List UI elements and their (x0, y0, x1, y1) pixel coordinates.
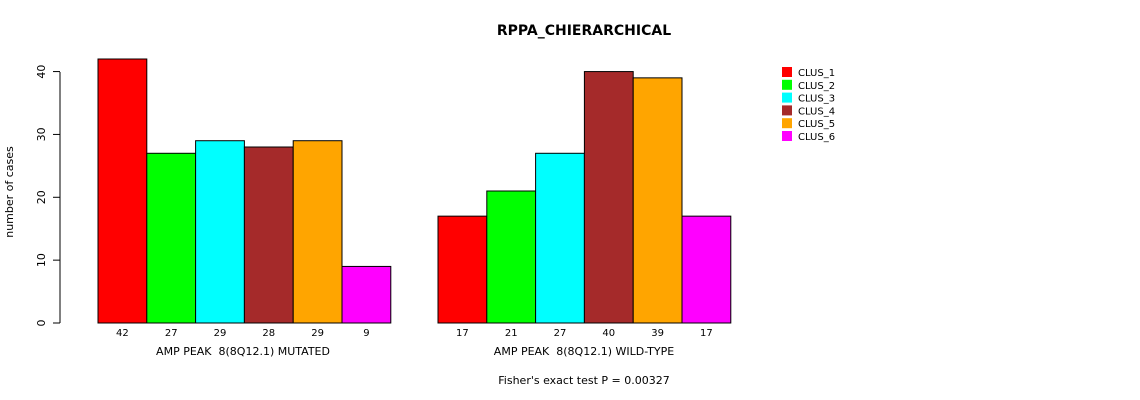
bar-value-label: 9 (363, 328, 369, 339)
y-axis-label: number of cases (3, 146, 16, 238)
y-tick-label-30: 30 (35, 127, 48, 141)
bar-group2-clus-2 (486, 190, 537, 324)
bar-value-label: 40 (602, 328, 615, 339)
y-tick-label-0: 0 (35, 320, 48, 327)
group-label-mutated: AMP PEAK 8(8Q12.1) MUTATED (156, 345, 330, 358)
legend-label-4: CLUS_4 (798, 106, 835, 117)
legend-swatch-1 (782, 67, 792, 77)
bar-value-labels: 42 27 29 28 29 9 17 21 27 40 39 17 (116, 328, 713, 339)
legend-swatch-6 (782, 131, 792, 141)
bar-group1-clus-1 (97, 58, 148, 324)
bar-group1-clus-2 (146, 152, 197, 324)
bar-value-label: 39 (651, 328, 664, 339)
bar-group2-clus-6 (681, 215, 732, 324)
bar-group2-clus-1 (437, 215, 488, 324)
bar-group1-clus-3 (195, 140, 245, 324)
bar-value-label: 27 (554, 328, 567, 339)
legend-swatch-2 (782, 79, 792, 90)
bars (97, 58, 732, 324)
bar-value-label: 17 (456, 328, 469, 339)
legend-label-2: CLUS_2 (798, 81, 835, 92)
bar-group2-clus-3 (535, 152, 585, 324)
bar-group1-clus-5 (292, 140, 343, 324)
bar-value-label: 28 (262, 328, 275, 339)
y-tick-label-40: 40 (35, 65, 48, 79)
fisher-test-note: Fisher's exact test P = 0.00327 (498, 374, 669, 387)
legend-swatch-3 (782, 92, 792, 103)
bar-value-label: 29 (311, 328, 324, 339)
legend-swatch-4 (782, 105, 792, 116)
bar-value-label: 42 (116, 328, 129, 339)
y-axis: 0 10 20 30 40 (35, 65, 61, 327)
legend-label-6: CLUS_6 (798, 132, 835, 143)
bar-value-label: 17 (700, 328, 713, 339)
bar-value-label: 29 (214, 328, 227, 339)
group-label-wild-type: AMP PEAK 8(8Q12.1) WILD-TYPE (494, 345, 674, 358)
chart-title: RPPA_CHIERARCHICAL (497, 23, 671, 39)
bar-group2-clus-4 (583, 71, 634, 324)
bar-group2-clus-5 (632, 77, 683, 324)
bar-value-label: 21 (505, 328, 518, 339)
bar-group1-clus-6 (341, 265, 392, 324)
legend-label-5: CLUS_5 (798, 119, 835, 130)
y-tick-label-20: 20 (35, 190, 48, 204)
legend-swatch-5 (782, 118, 792, 129)
legend-label-1: CLUS_1 (798, 68, 835, 79)
legend-label-3: CLUS_3 (798, 94, 835, 105)
bar-value-label: 27 (165, 328, 178, 339)
y-tick-label-10: 10 (35, 253, 48, 267)
bar-group1-clus-4 (243, 146, 294, 324)
